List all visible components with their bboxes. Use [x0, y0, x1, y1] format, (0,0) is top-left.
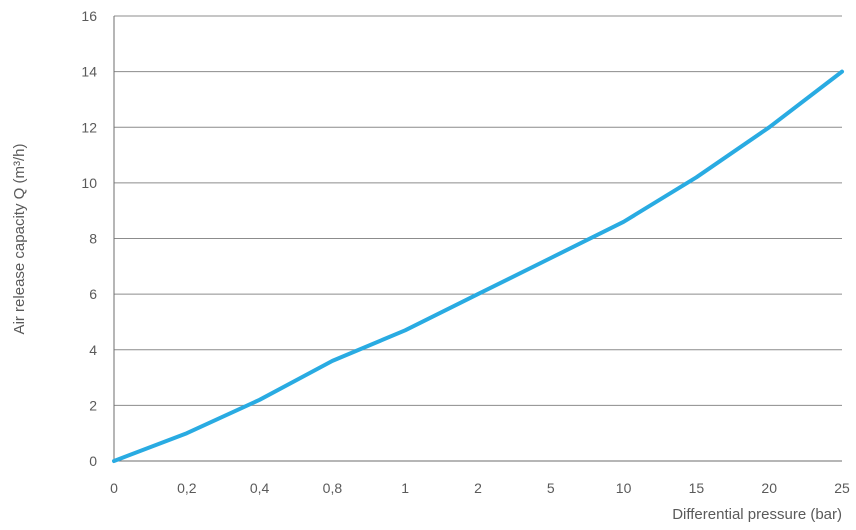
x-tick-labels: 0 0,2 0,4 0,8 1 2 5 10 15 20 25	[110, 480, 850, 496]
y-tick-labels: 0 2 4 6 8 10 12 14 16	[81, 8, 97, 469]
axes	[113, 16, 842, 462]
x-tick-label: 25	[834, 480, 850, 496]
x-tick-label: 2	[474, 480, 482, 496]
y-tick-label: 14	[81, 64, 97, 80]
y-axis-title: Air release capacity Q (m³/h)	[11, 144, 28, 335]
x-axis-title: Differential pressure (bar)	[672, 506, 842, 523]
x-tick-label: 5	[547, 480, 555, 496]
x-tick-label: 0,4	[250, 480, 270, 496]
y-tick-label: 6	[89, 286, 97, 302]
y-tick-label: 10	[81, 175, 97, 191]
y-tick-label: 0	[89, 453, 97, 469]
x-tick-label: 1	[401, 480, 409, 496]
x-tick-label: 10	[616, 480, 632, 496]
y-tick-label: 16	[81, 8, 97, 24]
y-tick-label: 8	[89, 231, 97, 247]
y-tick-label: 4	[89, 342, 97, 358]
x-tick-label: 15	[689, 480, 705, 496]
x-tick-label: 0	[110, 480, 118, 496]
series-line	[112, 69, 844, 463]
series-group	[112, 69, 844, 463]
y-tick-label: 12	[81, 119, 97, 135]
y-tick-label: 2	[89, 397, 97, 413]
x-tick-label: 0,8	[323, 480, 343, 496]
x-tick-label: 0,2	[177, 480, 197, 496]
x-tick-label: 20	[761, 480, 777, 496]
grid-lines	[114, 15, 842, 406]
